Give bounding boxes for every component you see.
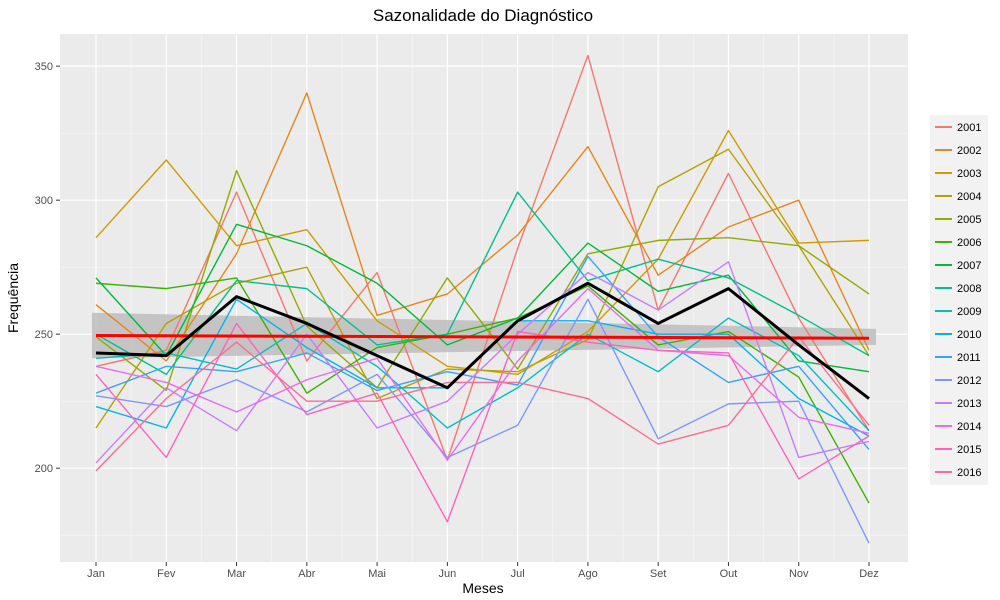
x-tick-label: Mar	[227, 568, 246, 580]
legend-label-2016: 2016	[957, 467, 981, 479]
x-tick-label: Abr	[298, 568, 315, 580]
x-tick-label: Jun	[438, 568, 456, 580]
series-line-2012	[95, 298, 870, 544]
y-tick-label: 350	[35, 61, 53, 73]
mean-line-path	[95, 281, 870, 400]
y-axis: 200 250 300 350	[35, 61, 60, 475]
trend-line	[95, 334, 870, 340]
x-tick-label: Fev	[157, 568, 176, 580]
mean-line	[95, 281, 870, 400]
legend-label-2012: 2012	[957, 375, 981, 387]
series-line-2016	[95, 336, 870, 472]
legend-label-2007: 2007	[957, 260, 981, 272]
legend-label-2001: 2001	[957, 122, 981, 134]
grid-lines	[60, 34, 908, 562]
trend-line-path	[95, 334, 870, 340]
x-tick-label: Dez	[859, 568, 879, 580]
series-line-2007	[95, 223, 870, 373]
x-tick-label: Out	[720, 568, 738, 580]
x-axis: Jan Fev Mar Abr Mai Jun Jul Ago Set Out Nov Dez	[87, 562, 879, 580]
series-line-2014	[95, 287, 870, 461]
legend-label-2015: 2015	[957, 444, 981, 456]
plot-panel	[60, 34, 908, 562]
series-line-2015	[95, 322, 870, 523]
series-line-2008	[95, 191, 870, 376]
legend-label-2009: 2009	[957, 306, 981, 318]
y-tick-label: 250	[35, 329, 53, 341]
x-tick-label: Nov	[789, 568, 809, 580]
legend-label-2014: 2014	[957, 421, 981, 433]
chart-title: Sazonalidade do Diagnóstico	[373, 6, 593, 25]
y-axis-title: Frequência	[5, 263, 21, 333]
x-tick-label: Jul	[511, 568, 525, 580]
x-tick-label: Set	[650, 568, 667, 580]
series-line-2011	[95, 255, 870, 450]
legend: 2001 2002 2003 2004 2005 2006 2007 2008 2009 2010…	[930, 115, 988, 485]
x-axis-title: Meses	[462, 580, 503, 596]
legend-background	[930, 115, 988, 485]
series-lines	[95, 54, 870, 544]
series-line-2009	[95, 317, 870, 432]
x-tick-label: Mai	[368, 568, 386, 580]
legend-label-2006: 2006	[957, 237, 981, 249]
series-line-2004	[95, 148, 870, 429]
legend-label-2004: 2004	[957, 191, 981, 203]
x-tick-label: Ago	[578, 568, 598, 580]
x-tick-label: Jan	[87, 568, 105, 580]
y-tick-label: 300	[35, 195, 53, 207]
legend-label-2002: 2002	[957, 145, 981, 157]
legend-label-2010: 2010	[957, 329, 981, 341]
legend-label-2005: 2005	[957, 214, 981, 226]
series-line-2005	[95, 169, 870, 392]
legend-label-2003: 2003	[957, 168, 981, 180]
series-line-2013	[95, 261, 870, 464]
legend-label-2013: 2013	[957, 398, 981, 410]
y-tick-label: 200	[35, 463, 53, 475]
legend-label-2011: 2011	[957, 352, 981, 364]
legend-label-2008: 2008	[957, 283, 981, 295]
